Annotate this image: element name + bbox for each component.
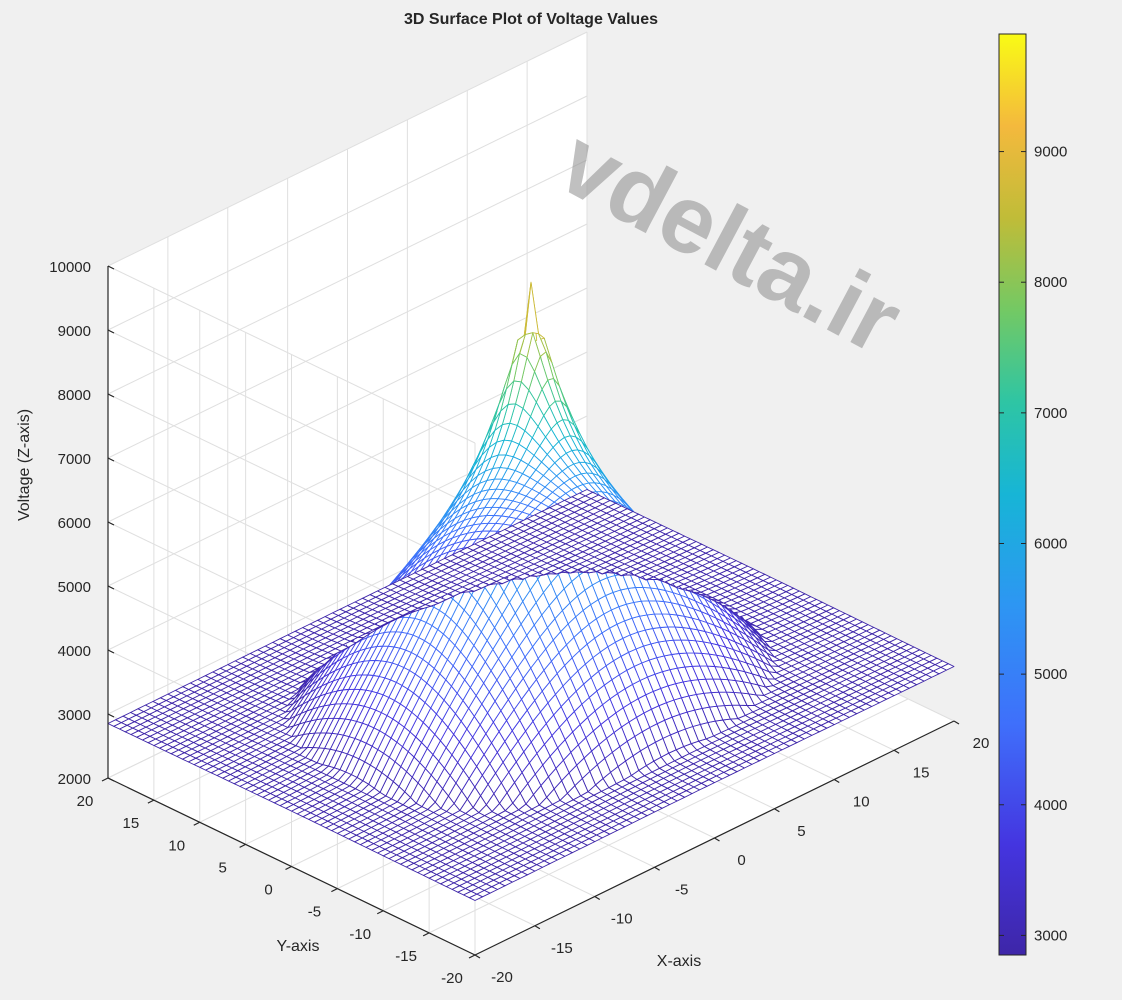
colorbar xyxy=(998,33,1027,956)
z-tick-label: 6000 xyxy=(58,515,91,532)
colorbar-tick-label: 5000 xyxy=(1034,666,1067,683)
y-tick-label: 0 xyxy=(264,882,272,899)
x-tick-label: 5 xyxy=(797,823,805,840)
y-tick-label: 15 xyxy=(123,815,140,832)
y-tick-label: -20 xyxy=(441,970,463,987)
colorbar-tick-label: 9000 xyxy=(1034,144,1067,161)
y-tick-label: -15 xyxy=(395,948,417,965)
grid-line-z-right xyxy=(107,223,588,459)
grid-line-z-right xyxy=(107,31,588,267)
x-tick-label: 0 xyxy=(737,852,745,869)
y-tick-label: -5 xyxy=(308,904,321,921)
z-tick-label: 7000 xyxy=(58,451,91,468)
z-tick-label: 9000 xyxy=(58,323,91,340)
chart-title: 3D Surface Plot of Voltage Values xyxy=(404,11,658,28)
grid-line-z-right xyxy=(107,95,588,331)
y-axis-label: Y-axis xyxy=(277,938,320,955)
x-axis-label: X-axis xyxy=(657,953,701,970)
x-tick-label: 20 xyxy=(973,735,990,752)
grid-line-y-floor xyxy=(428,698,909,934)
grid-line-z-left xyxy=(107,265,476,444)
colorbar-tick-label: 3000 xyxy=(1034,927,1067,944)
colorbar-tick-label: 6000 xyxy=(1034,535,1067,552)
z-tick-label: 5000 xyxy=(58,579,91,596)
z-axis-label: Voltage (Z-axis) xyxy=(16,409,33,521)
y-tick-label: 20 xyxy=(77,793,94,810)
grid-line-z-right xyxy=(107,287,588,523)
z-tick-label: 2000 xyxy=(58,771,91,788)
grid-line-z-left xyxy=(107,329,476,508)
z-tick-label: 3000 xyxy=(58,707,91,724)
x-tick-label: -20 xyxy=(491,969,513,986)
x-tick-label: 15 xyxy=(913,764,930,781)
x-tick-label: 10 xyxy=(853,794,870,811)
x-tick-label: -5 xyxy=(675,881,688,898)
x-tick-label: -10 xyxy=(611,911,633,928)
colorbar-tick-label: 7000 xyxy=(1034,405,1067,422)
voltage-surface xyxy=(107,281,955,901)
x-tick-label: -15 xyxy=(551,940,573,957)
grid-line-z-left xyxy=(107,393,476,572)
y-tick-label: 10 xyxy=(168,837,185,854)
y-tick-label: -10 xyxy=(349,926,371,943)
z-tick-label: 10000 xyxy=(49,259,91,276)
z-tick-label: 4000 xyxy=(58,643,91,660)
colorbar-tick-label: 4000 xyxy=(1034,797,1067,814)
colorbar-tick-label: 8000 xyxy=(1034,274,1067,291)
grid-line-z-right xyxy=(107,159,588,395)
y-tick-label: 5 xyxy=(218,859,226,876)
z-tick-label: 8000 xyxy=(58,387,91,404)
